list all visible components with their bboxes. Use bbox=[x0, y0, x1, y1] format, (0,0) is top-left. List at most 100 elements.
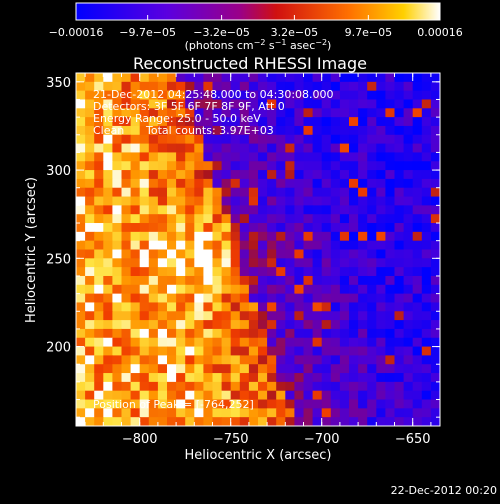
heatmap-cell bbox=[349, 275, 359, 286]
heatmap-cell bbox=[330, 152, 341, 162]
heatmap-cell bbox=[303, 364, 314, 374]
heatmap-cell bbox=[321, 143, 332, 153]
heatmap-cell bbox=[148, 249, 159, 259]
heatmap-cell bbox=[121, 311, 132, 321]
heatmap-cell bbox=[167, 364, 177, 374]
heatmap-cell bbox=[157, 161, 168, 171]
heatmap-cell bbox=[358, 187, 368, 198]
heatmap-cell bbox=[430, 302, 441, 312]
heatmap-cell bbox=[403, 337, 414, 348]
heatmap-cell bbox=[339, 187, 350, 198]
heatmap-cell bbox=[312, 249, 323, 259]
heatmap-cell bbox=[330, 390, 341, 401]
heatmap-cell bbox=[349, 161, 359, 171]
heatmap-cell bbox=[85, 337, 95, 348]
heatmap-cell bbox=[176, 73, 186, 83]
heatmap-cell bbox=[358, 381, 368, 392]
heatmap-cell bbox=[385, 408, 395, 418]
heatmap-cell bbox=[358, 90, 368, 100]
heatmap-cell bbox=[230, 267, 241, 277]
heatmap-cell bbox=[221, 399, 232, 409]
heatmap-cell bbox=[285, 346, 295, 356]
heatmap-cell bbox=[376, 328, 386, 339]
heatmap-cell bbox=[130, 381, 141, 392]
heatmap-cell bbox=[112, 267, 122, 277]
heatmap-cell bbox=[276, 275, 286, 286]
heatmap-cell bbox=[276, 311, 286, 321]
heatmap-cell bbox=[349, 143, 359, 153]
heatmap-cell bbox=[339, 311, 350, 321]
heatmap-cell bbox=[121, 390, 132, 401]
heatmap-cell bbox=[330, 205, 341, 215]
heatmap-cell bbox=[339, 408, 350, 418]
heatmap-cell bbox=[258, 240, 268, 250]
heatmap-cell bbox=[248, 231, 259, 242]
heatmap-cell bbox=[121, 108, 132, 118]
heatmap-cell bbox=[94, 293, 104, 303]
heatmap-cell bbox=[239, 399, 250, 409]
heatmap-cell bbox=[339, 125, 350, 136]
heatmap-cell bbox=[176, 161, 186, 171]
heatmap-cell bbox=[376, 417, 386, 427]
heatmap-cell bbox=[394, 337, 405, 348]
heatmap-cell bbox=[303, 161, 314, 171]
heatmap-cell bbox=[221, 108, 232, 118]
heatmap-cell bbox=[412, 117, 423, 127]
heatmap-cell bbox=[248, 346, 259, 356]
heatmap-cell bbox=[258, 258, 268, 268]
heatmap-cell bbox=[267, 223, 277, 233]
heatmap-cell bbox=[94, 417, 104, 427]
heatmap-cell bbox=[376, 258, 386, 268]
heatmap-cell bbox=[103, 152, 113, 162]
heatmap-cell bbox=[85, 399, 95, 409]
heatmap-cell bbox=[248, 311, 259, 321]
heatmap-cell bbox=[403, 320, 414, 330]
heatmap-cell bbox=[230, 311, 241, 321]
heatmap-cell bbox=[349, 258, 359, 268]
heatmap-cell bbox=[239, 293, 250, 303]
heatmap-cell bbox=[221, 302, 232, 312]
heatmap-cell bbox=[148, 223, 159, 233]
heatmap-cell bbox=[76, 364, 86, 374]
heatmap-cell bbox=[230, 293, 241, 303]
heatmap-cell bbox=[148, 178, 159, 189]
heatmap-cell bbox=[130, 399, 141, 409]
heatmap-cell bbox=[367, 205, 377, 215]
heatmap-cell bbox=[267, 81, 277, 92]
heatmap-cell bbox=[430, 408, 441, 418]
heatmap-cell bbox=[349, 311, 359, 321]
heatmap-cell bbox=[321, 81, 332, 92]
heatmap-cell bbox=[285, 302, 295, 312]
heatmap-cell bbox=[330, 73, 341, 83]
heatmap-cell bbox=[221, 134, 232, 145]
heatmap-cell bbox=[358, 152, 368, 162]
heatmap-cell bbox=[267, 161, 277, 171]
heatmap-cell bbox=[258, 214, 268, 224]
heatmap-cell bbox=[112, 178, 122, 189]
heatmap-cell bbox=[303, 73, 314, 83]
heatmap-cell bbox=[221, 178, 232, 189]
heatmap-cell bbox=[212, 205, 223, 215]
heatmap-cell bbox=[148, 187, 159, 198]
heatmap-cell bbox=[394, 346, 405, 356]
heatmap-cell bbox=[303, 205, 314, 215]
heatmap-cell bbox=[248, 214, 259, 224]
heatmap-cell bbox=[103, 223, 113, 233]
heatmap-cell bbox=[258, 205, 268, 215]
heatmap-cell bbox=[203, 90, 213, 100]
heatmap-cell bbox=[103, 81, 113, 92]
heatmap-cell bbox=[239, 337, 250, 348]
heatmap-cell bbox=[403, 240, 414, 250]
heatmap-cell bbox=[148, 399, 159, 409]
heatmap-cell bbox=[276, 108, 286, 118]
heatmap-cell bbox=[221, 328, 232, 339]
heatmap-cell bbox=[358, 399, 368, 409]
heatmap-cell bbox=[167, 408, 177, 418]
heatmap-cell bbox=[94, 143, 104, 153]
heatmap-cell bbox=[312, 178, 323, 189]
heatmap-cell bbox=[85, 214, 95, 224]
heatmap-cell bbox=[312, 373, 323, 383]
heatmap-cell bbox=[339, 320, 350, 330]
heatmap-cell bbox=[430, 81, 441, 92]
heatmap-cell bbox=[258, 417, 268, 427]
